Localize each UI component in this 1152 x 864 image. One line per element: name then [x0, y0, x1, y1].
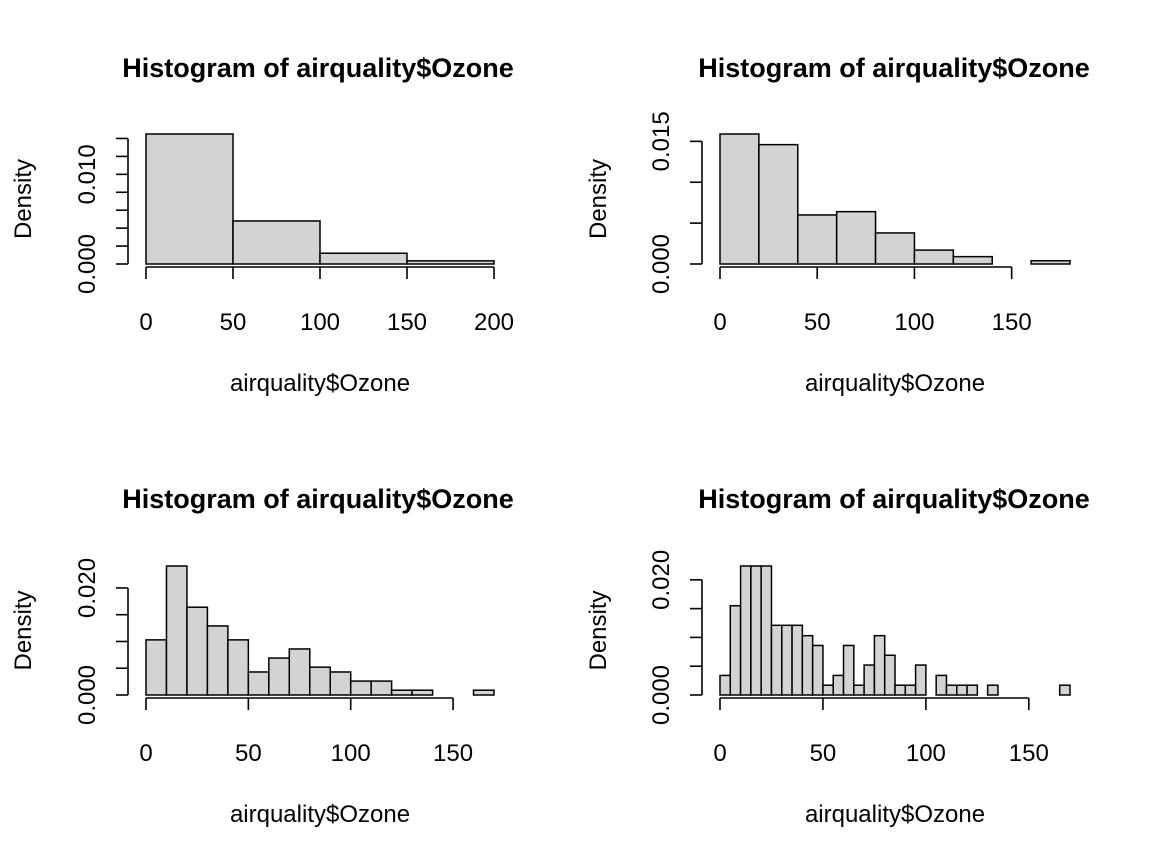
- histogram-bar: [853, 684, 865, 696]
- histogram-bar: [472, 689, 495, 696]
- histogram-panel-3: Histogram of airquality$Ozone 0 50 100 150 0.…: [10, 484, 514, 828]
- histogram-bar: [791, 624, 804, 696]
- histogram-bar: [206, 625, 229, 696]
- x-axis-label: airquality$Ozone: [805, 370, 985, 397]
- x-tick-label: 100: [300, 309, 340, 336]
- histogram-bar: [914, 664, 927, 696]
- histogram-bar: [966, 684, 979, 696]
- histogram-bar: [873, 634, 886, 696]
- histogram-bar: [874, 232, 916, 265]
- x-tick-label: 50: [235, 740, 262, 767]
- x-tick-label: 100: [894, 309, 934, 336]
- histogram-bar: [750, 565, 762, 696]
- histogram-bar: [329, 671, 352, 696]
- histogram-bar: [952, 255, 993, 265]
- y-tick-label: 0.015: [648, 111, 675, 171]
- y-tick-label: 0.000: [648, 234, 675, 294]
- histogram-bar: [842, 644, 855, 696]
- chart-title: Histogram of airquality$Ozone: [698, 53, 1090, 83]
- histogram-bar: [186, 606, 209, 696]
- histogram-bar: [797, 214, 838, 265]
- x-tick-label: 150: [992, 309, 1032, 336]
- y-tick-label: 0.000: [648, 665, 675, 725]
- chart-title: Histogram of airquality$Ozone: [698, 484, 1090, 514]
- y-tick-label: 0.000: [74, 665, 101, 725]
- y-axis-label: Density: [585, 159, 612, 239]
- histogram-bar: [913, 249, 955, 265]
- histogram-bar: [349, 680, 372, 696]
- histogram-bar: [411, 689, 434, 696]
- histogram-bar: [822, 684, 834, 696]
- x-tick-label: 150: [433, 740, 473, 767]
- x-tick-label: 50: [810, 740, 837, 767]
- x-tick-label: 0: [713, 309, 726, 336]
- histogram-bar: [232, 220, 321, 265]
- histogram-bar: [309, 666, 331, 696]
- histogram-panel-4: Histogram of airquality$Ozone 0 50 100 150 0.…: [585, 484, 1090, 828]
- histogram-bar: [904, 684, 917, 696]
- histogram-bar: [268, 657, 291, 696]
- histogram-bar: [781, 624, 793, 696]
- histogram-bar: [935, 674, 948, 696]
- histogram-bar: [770, 624, 783, 696]
- x-tick-label: 200: [474, 309, 514, 336]
- histogram-bar: [894, 684, 907, 696]
- histogram-panel-1: Histogram of airquality$Ozone 0 50 100 150 20…: [10, 53, 514, 397]
- histogram-bar: [319, 252, 408, 265]
- x-axis-label: airquality$Ozone: [805, 801, 985, 828]
- histogram-bar: [719, 133, 760, 265]
- chart-title: Histogram of airquality$Ozone: [122, 484, 514, 514]
- x-axis-label: airquality$Ozone: [230, 801, 410, 828]
- histogram-bar: [832, 674, 845, 696]
- x-tick-label: 150: [387, 309, 427, 336]
- chart-title: Histogram of airquality$Ozone: [122, 53, 514, 83]
- histogram-bar: [247, 671, 270, 696]
- histogram-panel-2: Histogram of airquality$Ozone 0 50 100 150 0.…: [585, 53, 1090, 397]
- histogram-bar: [760, 565, 773, 696]
- histogram-bar: [811, 644, 824, 696]
- x-tick-label: 150: [1009, 740, 1049, 767]
- y-tick-label: 0.010: [74, 144, 101, 204]
- x-axis-label: airquality$Ozone: [230, 370, 410, 397]
- histogram-bar: [390, 689, 413, 696]
- histogram-bar: [145, 133, 234, 265]
- x-tick-label: 50: [804, 309, 831, 336]
- y-axis-label: Density: [10, 590, 37, 670]
- histogram-bar: [801, 634, 814, 696]
- x-tick-label: 100: [906, 740, 946, 767]
- histogram-bar: [227, 639, 250, 696]
- x-tick-label: 0: [713, 740, 726, 767]
- histogram-bar: [406, 260, 495, 265]
- histogram-bar: [863, 664, 876, 696]
- histogram-bar: [729, 604, 742, 696]
- histogram-bar: [288, 648, 311, 696]
- x-tick-label: 0: [139, 309, 152, 336]
- x-tick-label: 50: [220, 309, 247, 336]
- histogram-bar: [1058, 684, 1071, 696]
- histogram-bar: [956, 684, 968, 696]
- y-tick-label: 0.020: [74, 558, 101, 618]
- histogram-bar: [883, 654, 896, 696]
- y-axis-label: Density: [10, 159, 37, 239]
- histogram-bar: [945, 684, 958, 696]
- histogram-bar: [1030, 259, 1071, 265]
- histogram-bar: [370, 680, 393, 696]
- x-tick-label: 0: [139, 740, 152, 767]
- histogram-bar: [835, 210, 877, 265]
- y-tick-label: 0.000: [74, 234, 101, 294]
- histogram-bar: [986, 684, 999, 696]
- y-tick-label: 0.020: [648, 550, 675, 610]
- y-axis-label: Density: [585, 590, 612, 670]
- histogram-bar: [165, 565, 188, 696]
- histogram-bar: [739, 565, 752, 696]
- histogram-bar: [145, 639, 168, 696]
- histogram-bar: [758, 143, 799, 265]
- histogram-bar: [719, 674, 732, 696]
- x-tick-label: 100: [331, 740, 371, 767]
